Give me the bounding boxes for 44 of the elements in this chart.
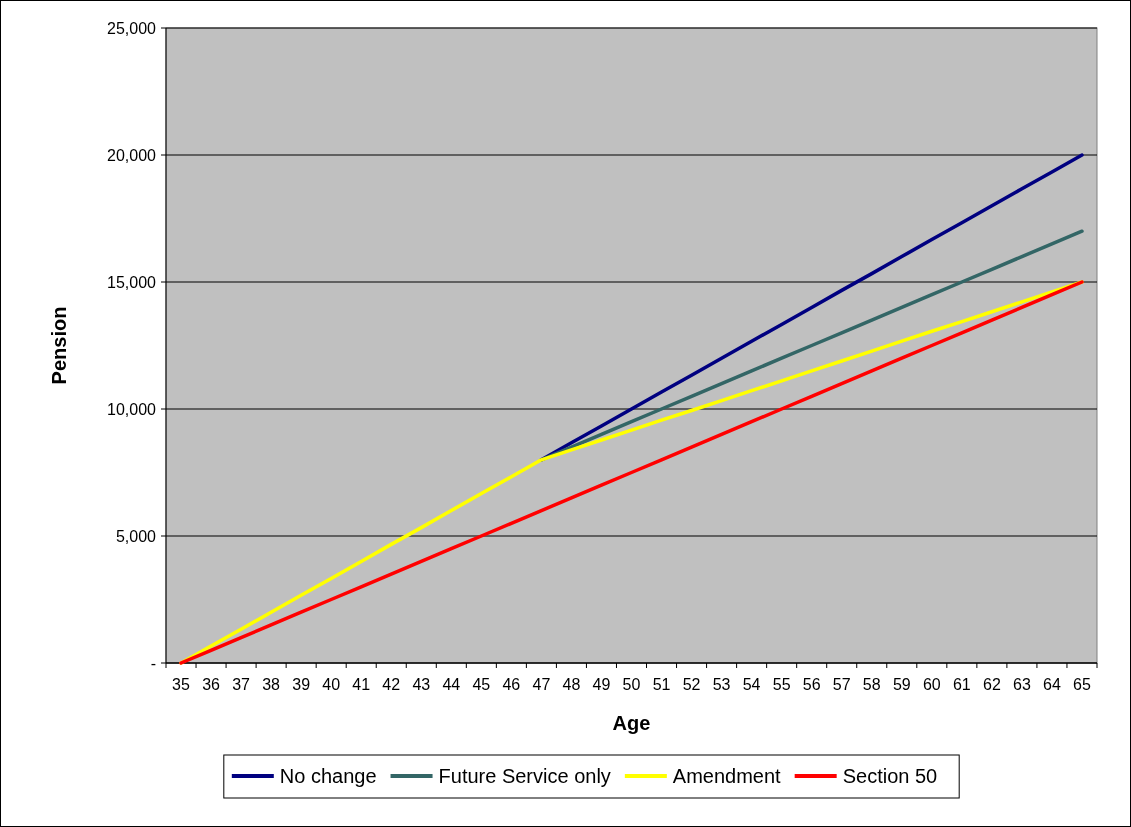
x-tick-label: 51	[652, 676, 671, 693]
x-tick-label: 38	[262, 676, 281, 693]
x-tick-label: 43	[412, 676, 431, 693]
x-tick-label: 64	[1043, 676, 1061, 693]
x-tick-label: 53	[712, 676, 731, 693]
legend-label: No change	[279, 765, 377, 787]
x-axis-title: Age	[612, 712, 651, 734]
x-tick-label: 42	[382, 676, 401, 693]
x-tick-label: 58	[862, 676, 881, 693]
x-tick-label: 47	[532, 676, 551, 693]
y-tick-label: -	[150, 654, 156, 672]
x-tick-label: 56	[802, 676, 821, 693]
y-axis-title: Pension	[48, 306, 70, 385]
x-tick-label: 49	[592, 676, 611, 693]
x-tick-label: 44	[442, 676, 461, 693]
x-tick-label: 48	[562, 676, 581, 693]
x-tick-label: 59	[892, 676, 911, 693]
x-tick-label: 46	[502, 676, 521, 693]
line-series	[179, 280, 1084, 665]
x-tick-label: 40	[322, 676, 341, 693]
y-tick-label: 10,000	[107, 400, 157, 418]
x-tick-label: 62	[982, 676, 1001, 693]
y-tick-label: 25,000	[107, 19, 157, 37]
x-tick-label: 52	[682, 676, 701, 693]
x-tick-label: 35	[172, 676, 191, 693]
x-tick-label: 36	[202, 676, 221, 693]
x-tick-label: 54	[742, 676, 761, 693]
legend-label: Section 50	[842, 765, 938, 787]
x-tick-label: 39	[292, 676, 311, 693]
x-tick-label: 61	[952, 676, 971, 693]
y-tick-label: 20,000	[107, 146, 157, 164]
x-tick-label: 41	[352, 676, 371, 693]
x-tick-label: 57	[832, 676, 851, 693]
x-tick-label: 60	[922, 676, 941, 693]
x-tick-label: 55	[772, 676, 791, 693]
y-tick-label: 5,000	[115, 527, 157, 545]
x-tick-label: 50	[622, 676, 641, 693]
x-tick-label: 65	[1073, 676, 1091, 693]
x-tick-label: 37	[232, 676, 251, 693]
legend-label: Future Service only	[438, 765, 611, 787]
y-tick-label: 15,000	[107, 273, 157, 291]
x-tick-label: 45	[472, 676, 491, 693]
x-tick-label: 63	[1013, 676, 1031, 693]
legend-label: Amendment	[672, 765, 782, 787]
